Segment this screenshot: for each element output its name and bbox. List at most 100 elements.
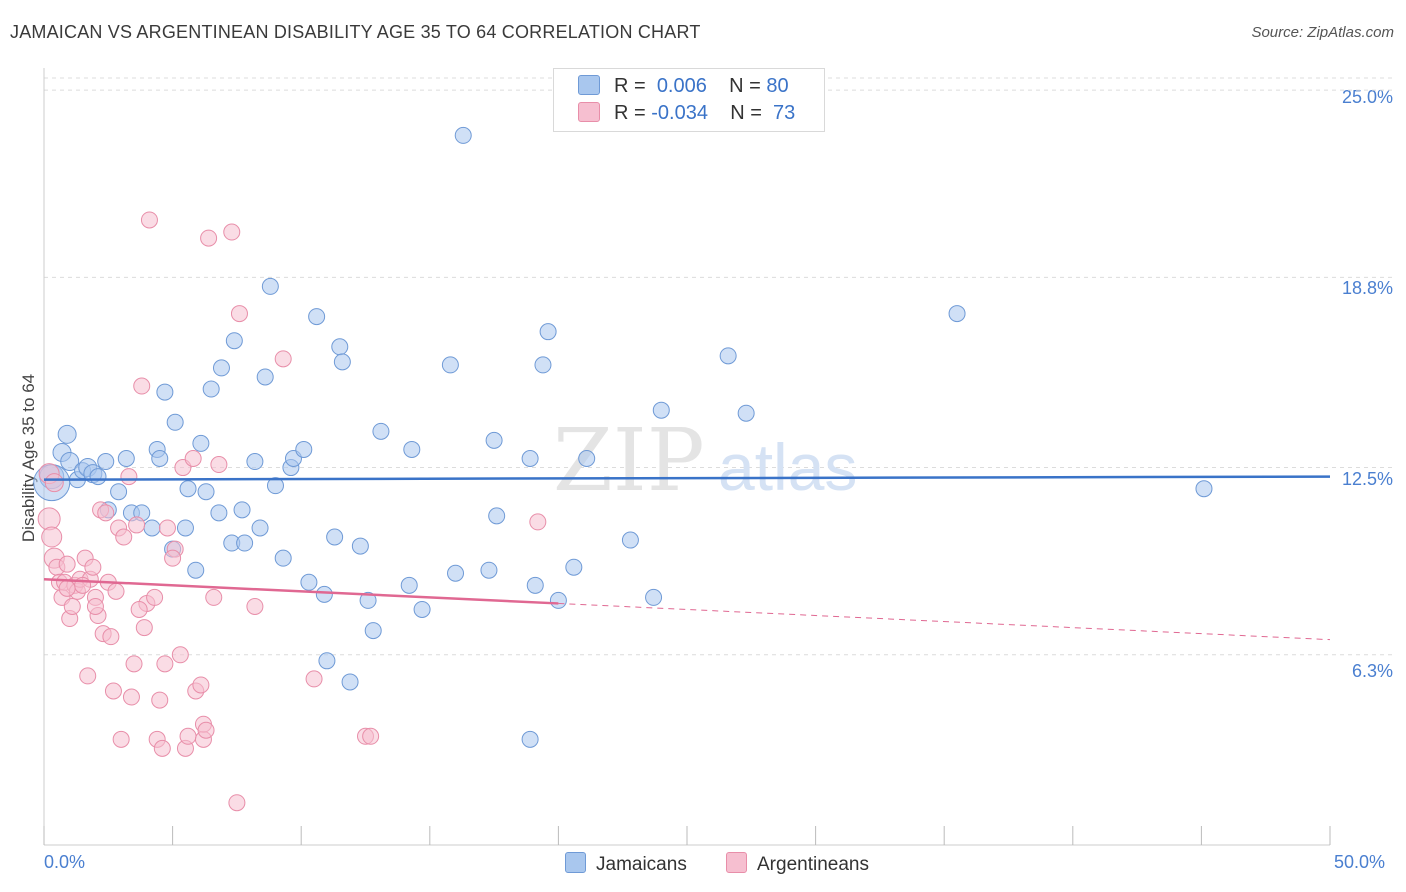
jamaican-point — [143, 519, 161, 537]
y-tick-label-18-8: 18.8% — [1341, 278, 1393, 298]
jamaican-point — [210, 504, 228, 522]
argentinean-point — [84, 558, 102, 576]
jamaican-point — [156, 383, 174, 401]
legend-n-label: N = — [730, 102, 768, 124]
jamaican-point — [621, 531, 639, 549]
jamaican-point — [212, 359, 230, 377]
jamaican-point — [652, 401, 670, 419]
argentinean-point — [197, 721, 215, 739]
jamaican-point — [192, 434, 210, 452]
jamaican-point — [737, 404, 755, 422]
argentinean-point — [97, 504, 115, 522]
jamaican-point — [351, 537, 369, 555]
jamaican-point — [236, 534, 254, 552]
jamaican-point — [315, 585, 333, 603]
argentinean-point — [529, 513, 547, 531]
argentinean-point — [125, 655, 143, 673]
jamaican-point — [97, 453, 115, 471]
argentinean-point — [246, 597, 264, 615]
jamaican-point — [364, 622, 382, 640]
argentinean-point — [153, 739, 171, 757]
legend-row-argentineans: R = -0.034 N = 73 — [578, 102, 795, 126]
jamaican-point — [565, 558, 583, 576]
argentinean-point — [115, 528, 133, 546]
argentinean-point — [112, 730, 130, 748]
blue-swatch-icon — [565, 852, 586, 873]
argentinean-point — [146, 588, 164, 606]
jamaican-point — [225, 332, 243, 350]
bottom-legend-argentineans: Argentineans — [726, 852, 869, 876]
argentinean-trend-line-extension — [558, 602, 1331, 641]
legend-r-value: 0.006 — [656, 75, 707, 97]
jamaican-point — [719, 347, 737, 365]
legend-n-label: N = — [729, 75, 767, 97]
argentinean-point — [130, 600, 148, 618]
argentinean-point — [179, 727, 197, 745]
jamaican-point — [1195, 480, 1213, 498]
jamaican-point — [539, 323, 557, 341]
argentinean-point — [164, 549, 182, 567]
legend-r-label: R = — [614, 75, 652, 97]
y-tick-label-25: 25.0% — [1341, 87, 1393, 107]
legend-r-value: -0.034 — [651, 102, 708, 124]
jamaican-point — [89, 468, 107, 486]
argentinean-point — [228, 794, 246, 812]
blue-swatch-icon — [578, 75, 600, 95]
argentinean-point — [120, 468, 138, 486]
jamaican-point — [176, 519, 194, 537]
legend-row-jamaicans: R = 0.006 N = 80 — [578, 75, 789, 99]
argentinean-point — [133, 377, 151, 395]
chart-title: JAMAICAN VS ARGENTINEAN DISABILITY AGE 3… — [10, 22, 701, 42]
legend-r-label: R = — [614, 102, 652, 124]
jamaican-point — [197, 483, 215, 501]
jamaican-point — [454, 126, 472, 144]
jamaican-point — [251, 519, 269, 537]
argentinean-point — [86, 597, 104, 615]
jamaican-point — [948, 305, 966, 323]
legend-n-value: 80 — [766, 75, 789, 97]
argentinean-point — [104, 682, 122, 700]
x-tick-label-max: 50.0% — [1334, 852, 1386, 872]
argentinean-point — [156, 655, 174, 673]
watermark-zip: ZIP — [553, 411, 705, 511]
correlation-legend: R = 0.006 N = 80 R = -0.034 N = 73 — [553, 68, 825, 132]
argentinean-trend-line — [43, 578, 559, 605]
argentinean-point — [274, 350, 292, 368]
argentinean-point — [63, 597, 81, 615]
jamaican-point — [179, 480, 197, 498]
y-tick-label-6-3: 6.3% — [1351, 661, 1393, 681]
jamaican-point — [400, 576, 418, 594]
argentinean-point — [184, 450, 202, 467]
pink-swatch-icon — [726, 852, 747, 873]
jamaican-point — [233, 501, 251, 519]
jamaican-point — [318, 652, 336, 670]
argentinean-point — [122, 688, 140, 706]
argentinean-point — [210, 456, 228, 474]
argentinean-point — [58, 555, 76, 573]
jamaican-point — [521, 730, 539, 748]
jamaican-point — [521, 450, 539, 467]
argentinean-point — [58, 579, 76, 597]
jamaican-point — [549, 591, 567, 609]
pink-swatch-icon — [578, 102, 600, 122]
argentinean-point — [135, 619, 153, 637]
bottom-legend-label: Jamaicans — [596, 854, 687, 875]
jamaican-point — [447, 564, 465, 582]
argentinean-point — [192, 676, 210, 694]
bottom-legend-label: Argentineans — [757, 854, 869, 875]
jamaican-point — [202, 380, 220, 398]
jamaican-point — [57, 424, 77, 444]
jamaican-point — [308, 308, 326, 326]
jamaican-point — [488, 507, 506, 525]
jamaican-point — [117, 450, 135, 467]
argentinean-point — [102, 628, 120, 646]
argentinean-point — [79, 667, 97, 685]
argentinean-point — [171, 646, 189, 664]
jamaican-point — [645, 588, 663, 606]
jamaican-point — [246, 453, 264, 471]
jamaican-point — [480, 561, 498, 579]
argentinean-point — [205, 588, 223, 606]
jamaican-point — [341, 673, 359, 691]
argentinean-point — [37, 507, 61, 531]
